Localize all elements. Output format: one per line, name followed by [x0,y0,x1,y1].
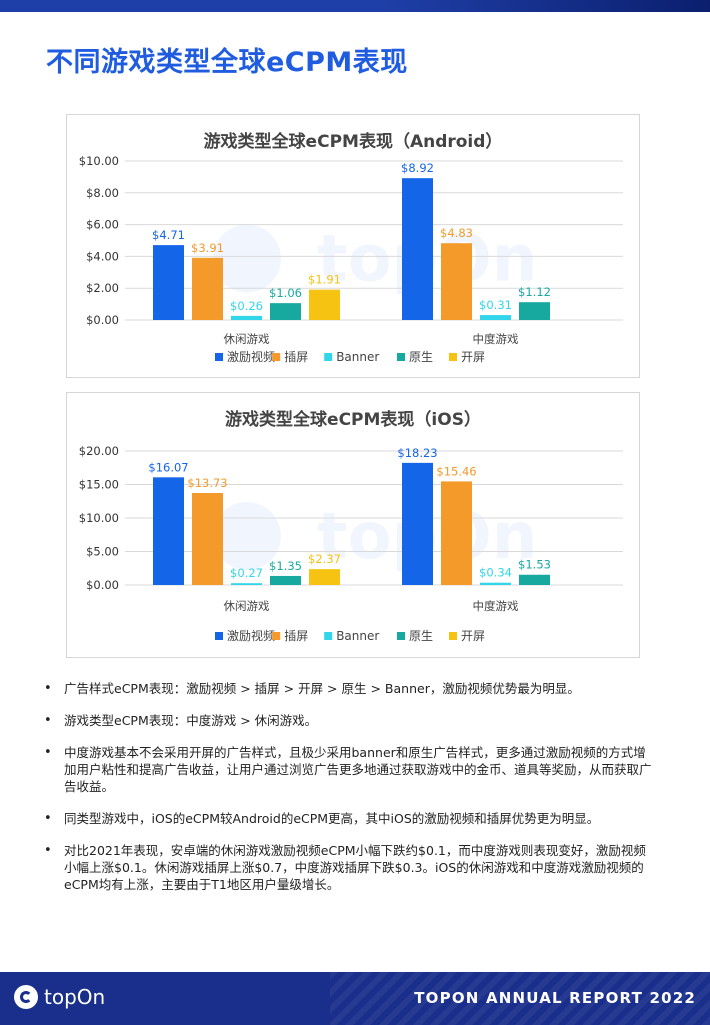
data-label: $4.71 [152,228,185,242]
legend-label: 插屏 [284,629,308,643]
bar [441,481,472,585]
y-tick-label: $20.00 [79,444,119,458]
y-tick-label: $5.00 [86,545,119,559]
bar [309,289,340,320]
data-label: $0.26 [230,299,263,313]
data-label: $0.34 [479,566,512,580]
top-banner-accent [380,0,710,12]
bar [441,243,472,320]
chart-title: 游戏类型全球eCPM表现（iOS） [225,409,481,430]
footer-report-title: TOPON ANNUAL REPORT 2022 [414,989,696,1007]
data-label: $1.35 [269,559,302,573]
legend-label: 开屏 [461,350,485,364]
bar [519,574,550,585]
category-label: 中度游戏 [473,332,519,346]
android-chart-svg: topOn游戏类型全球eCPM表现（Android）$10.00$8.00$6.… [79,131,623,364]
legend-label: Banner [336,629,379,643]
bar [231,583,262,585]
category-label: 休闲游戏 [224,332,270,346]
bar [153,477,184,585]
legend-label: 原生 [409,350,433,364]
insight-item-ad-format: 广告样式eCPM表现：激励视频 > 插屏 > 开屏 > 原生 > Banner，… [44,680,654,697]
data-label: $1.12 [518,285,551,299]
y-tick-label: $4.00 [86,249,119,263]
data-label: $0.31 [479,298,512,312]
topon-logo-icon [14,985,38,1009]
android-ecpm-chart: topOn游戏类型全球eCPM表现（Android）$10.00$8.00$6.… [66,114,640,378]
watermark-logo-icon [213,502,281,570]
data-label: $1.06 [269,286,302,300]
category-label: 中度游戏 [473,599,519,613]
bar [192,493,223,585]
legend-label: 激励视频 [227,628,275,643]
data-label: $13.73 [187,476,227,490]
data-label: $4.83 [440,226,473,240]
legend-swatch [449,353,457,361]
ios-ecpm-chart: topOn游戏类型全球eCPM表现（iOS）$20.00$15.00$10.00… [66,392,640,658]
data-label: $2.37 [308,552,341,566]
data-label: $18.23 [397,446,437,460]
legend-swatch [397,353,405,361]
insight-item-ios-vs-android: 同类型游戏中，iOS的eCPM较Android的eCPM更高，其中iOS的激励视… [44,810,654,827]
y-tick-label: $0.00 [86,578,119,592]
legend-swatch [272,353,281,361]
insight-item-midcore: 中度游戏基本不会采用开屏的广告样式，且极少采用banner和原生广告样式，更多通… [44,744,654,795]
y-tick-label: $2.00 [86,281,119,295]
legend-label: Banner [336,350,379,364]
footer-logo-text: topOn [44,985,106,1009]
legend-swatch [215,353,223,361]
y-tick-label: $8.00 [86,186,119,200]
bar [402,178,433,320]
legend-label: 插屏 [284,350,308,364]
legend-swatch [215,632,223,640]
top-banner [0,0,710,12]
insight-item-yoy: 对比2021年表现，安卓端的休闲游戏激励视频eCPM小幅下跌约$0.1，而中度游… [44,842,654,893]
footer-logo: topOn [14,985,105,1009]
footer-stripes [330,972,710,1025]
page-footer: topOn TOPON ANNUAL REPORT 2022 [0,972,710,1025]
data-label: $3.91 [191,241,224,255]
data-label: $15.46 [436,464,476,478]
bar [270,303,301,320]
insights-list: 广告样式eCPM表现：激励视频 > 插屏 > 开屏 > 原生 > Banner，… [44,680,654,908]
insight-item-game-type: 游戏类型eCPM表现：中度游戏 > 休闲游戏。 [44,712,654,729]
legend-label: 原生 [409,629,433,643]
legend-swatch [397,632,405,640]
bar [309,569,340,585]
data-label: $1.91 [308,273,341,287]
bar [192,257,223,320]
watermark-logo-icon [213,224,281,293]
y-tick-label: $10.00 [79,511,119,525]
legend-label: 开屏 [461,629,485,643]
category-label: 休闲游戏 [224,599,270,613]
bar [402,462,433,585]
bar [480,315,511,320]
bar [480,582,511,585]
chart-title: 游戏类型全球eCPM表现（Android） [204,131,503,152]
y-tick-label: $10.00 [79,154,119,168]
bar [270,575,301,585]
legend-swatch [324,353,333,361]
legend-swatch [324,632,333,640]
y-tick-label: $6.00 [86,218,119,232]
bar [231,315,262,320]
y-tick-label: $0.00 [86,313,119,327]
page-title: 不同游戏类型全球eCPM表现 [46,47,408,78]
legend-swatch [449,632,457,640]
y-tick-label: $15.00 [79,478,119,492]
legend-swatch [272,632,281,640]
data-label: $16.07 [148,460,188,474]
data-label: $0.27 [230,566,263,580]
bar [153,245,184,320]
ios-chart-svg: topOn游戏类型全球eCPM表现（iOS）$20.00$15.00$10.00… [79,409,623,643]
data-label: $8.92 [401,161,434,175]
bar [519,302,550,320]
legend-label: 激励视频 [227,349,275,364]
data-label: $1.53 [518,558,551,572]
